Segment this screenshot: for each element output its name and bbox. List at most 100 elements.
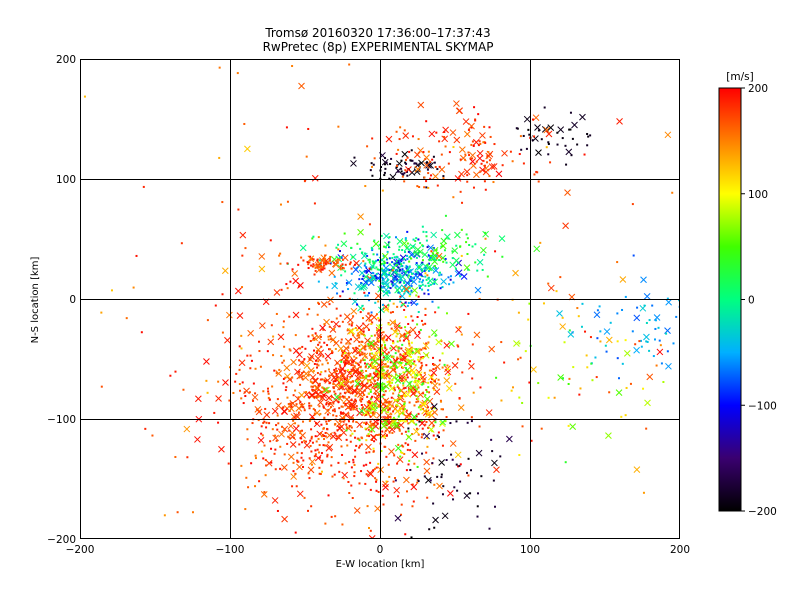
- scatter-dot: [665, 332, 668, 335]
- scatter-dot: [542, 302, 545, 305]
- scatter-dot: [228, 399, 231, 402]
- scatter-dot: [280, 425, 283, 428]
- scatter-dot: [319, 373, 322, 376]
- scatter-dot: [323, 434, 326, 437]
- scatter-dot: [547, 153, 550, 156]
- scatter-cross: [440, 278, 448, 285]
- scatter-dot: [320, 452, 323, 455]
- scatter-cross: [485, 409, 493, 416]
- scatter-dot: [375, 406, 378, 409]
- scatter-dot: [403, 180, 406, 183]
- scatter-dot: [336, 377, 339, 380]
- scatter-dot: [312, 235, 315, 238]
- scatter-dot: [471, 157, 474, 160]
- scatter-dot: [339, 434, 342, 437]
- scatter-dot: [244, 247, 247, 250]
- scatter-dot: [540, 427, 543, 430]
- scatter-dot: [399, 353, 402, 356]
- scatter-dot: [410, 341, 413, 344]
- scatter-dot: [317, 236, 320, 239]
- scatter-dot: [391, 256, 394, 259]
- scatter-cross: [455, 326, 462, 334]
- scatter-dot: [466, 421, 469, 424]
- scatter-dot: [325, 359, 328, 362]
- scatter-dot: [403, 251, 406, 254]
- scatter-dot: [377, 419, 380, 422]
- scatter-dot: [322, 355, 325, 358]
- scatter-dot: [645, 321, 648, 324]
- scatter-cross: [415, 378, 422, 386]
- scatter-dot: [425, 413, 428, 416]
- scatter-dot: [367, 392, 370, 395]
- scatter-dot: [631, 203, 634, 206]
- scatter-dot: [584, 330, 587, 333]
- scatter-dot: [311, 441, 314, 444]
- scatter-dot: [425, 451, 428, 454]
- scatter-dot: [288, 315, 291, 318]
- scatter-dot: [387, 365, 390, 368]
- scatter-dot: [403, 333, 406, 336]
- scatter-dot: [316, 363, 319, 366]
- scatter-dot: [366, 505, 369, 508]
- scatter-cross: [409, 369, 417, 377]
- scatter-dot: [436, 251, 439, 254]
- scatter-dot: [264, 474, 267, 477]
- scatter-dot: [284, 389, 287, 392]
- scatter-dot: [385, 161, 388, 164]
- scatter-dot: [589, 134, 592, 137]
- scatter-dot: [418, 284, 421, 287]
- scatter-dot: [409, 449, 412, 452]
- colorbar-tick-label: 200: [748, 83, 768, 95]
- scatter-dot: [354, 449, 357, 452]
- scatter-dot: [430, 250, 433, 253]
- scatter-cross: [341, 471, 349, 479]
- scatter-dot: [330, 395, 333, 398]
- scatter-dot: [401, 173, 404, 176]
- scatter-dot: [399, 295, 402, 298]
- scatter-cross: [547, 124, 555, 132]
- scatter-dot: [427, 381, 430, 384]
- scatter-dot: [474, 243, 477, 246]
- scatter-cross: [351, 347, 359, 354]
- scatter-dot: [277, 422, 280, 425]
- scatter-dot: [376, 383, 379, 386]
- scatter-dot: [390, 157, 393, 160]
- scatter-dot: [443, 249, 446, 252]
- scatter-dot: [302, 420, 305, 423]
- scatter-cross: [380, 270, 388, 277]
- scatter-cross: [298, 359, 306, 367]
- scatter-dot: [370, 361, 373, 364]
- scatter-cross: [455, 107, 463, 115]
- scatter-dot: [339, 266, 342, 269]
- scatter-dot: [383, 341, 386, 344]
- scatter-dot: [360, 443, 363, 446]
- scatter-cross: [451, 362, 459, 369]
- scatter-dot: [349, 338, 352, 341]
- scatter-dot: [407, 427, 410, 430]
- scatter-dot: [416, 185, 419, 188]
- scatter-dot: [345, 356, 348, 359]
- scatter-dot: [316, 395, 319, 398]
- scatter-dot: [469, 157, 472, 160]
- scatter-dot: [409, 293, 412, 296]
- scatter-dot: [279, 445, 282, 448]
- scatter-cross: [475, 449, 483, 457]
- scatter-dot: [378, 339, 381, 342]
- scatter-dot: [335, 370, 338, 373]
- scatter-dot: [556, 131, 559, 134]
- scatter-dot: [419, 328, 422, 331]
- scatter-dot: [308, 407, 311, 410]
- scatter-dot: [333, 473, 336, 476]
- scatter-dot: [411, 505, 414, 508]
- scatter-dot: [314, 435, 317, 438]
- scatter-dot: [520, 148, 523, 151]
- scatter-dot: [374, 477, 377, 480]
- scatter-dot: [347, 407, 350, 410]
- scatter-dot: [571, 137, 574, 140]
- scatter-dot: [421, 421, 424, 424]
- scatter-dot: [344, 263, 347, 266]
- scatter-dot: [246, 438, 249, 441]
- scatter-dot: [429, 479, 432, 482]
- scatter-dot: [338, 258, 341, 261]
- scatter-dot: [286, 442, 289, 445]
